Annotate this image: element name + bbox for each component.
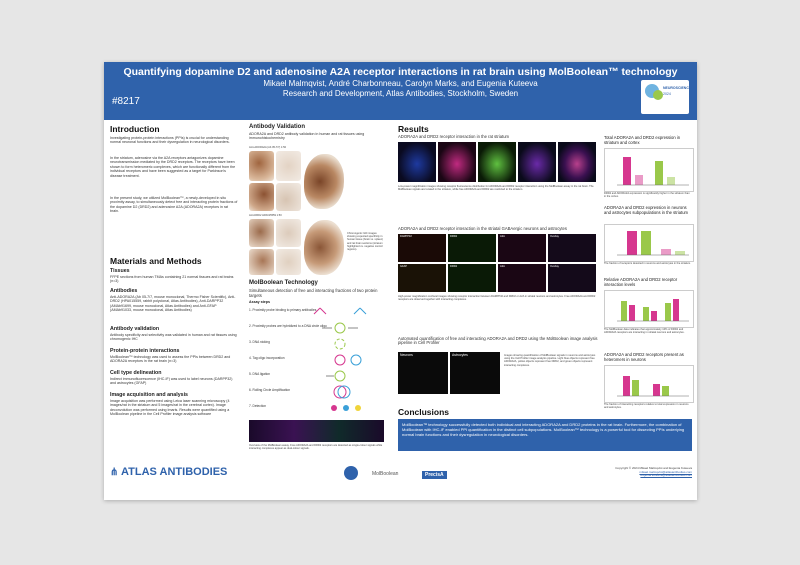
results-caption: Images showing quantification of MolBool… <box>504 354 596 367</box>
validation-caption: Chromogenic IHC images showing expected … <box>347 232 384 252</box>
chart-heading: Total ADORA2A and DRD2 expression in str… <box>604 135 681 145</box>
results-heading: Results <box>398 124 429 134</box>
quantification-panel-astrocytes: Astrocytes <box>450 352 500 394</box>
assay-step: 7. Detection <box>249 404 267 408</box>
intro-paragraph: In the striatum, adenosine via the A2A r… <box>110 156 236 178</box>
email-link[interactable]: eugenia.kuteeva@atlasantibodies.com <box>640 473 692 478</box>
methods-text: FFPE sections from human TMAs containing… <box>110 275 234 284</box>
molboolean-logo: MolBoolean <box>372 471 399 477</box>
methods-heading: Materials and Methods <box>110 256 202 266</box>
results-subheading: ADORA2A and DRD2 receptor interaction in… <box>398 134 510 139</box>
methods-subheading: Image acquisition and analysis <box>110 392 189 398</box>
assay-step: 5. DNA ligation <box>249 372 271 376</box>
methods-text: Antibody specificity and selectivity was… <box>110 333 237 342</box>
fluorescence-panel-dapi: DAPI <box>398 142 436 182</box>
logo-glyph-icon: ⋔ <box>110 467 119 478</box>
partner-logo-circle-icon <box>344 466 358 480</box>
title-banner: Quantifying dopamine D2 and adenosine A2… <box>104 62 697 120</box>
poster-number: #8217 <box>112 96 140 107</box>
confocal-panel: A2A <box>498 264 546 292</box>
assay-step: 6. Rolling Circle Amplification <box>249 388 291 392</box>
chart-heteromers <box>604 365 694 403</box>
assay-step: 2. Proximity probes are hybridized to a … <box>249 324 327 328</box>
conference-logo-circle-icon <box>653 90 663 100</box>
chart-caption: The MolBoolean data indicates that appro… <box>604 328 685 335</box>
methods-text: MolBoolean™ technology was used to asses… <box>110 355 231 364</box>
intro-paragraph: Investigating protein-protein interactio… <box>110 136 230 145</box>
assay-step: 3. DNA nicking <box>249 340 270 344</box>
ihc-tissue-image <box>276 151 301 181</box>
chart-heading: ADORA2A and DRD2 expression in neurons a… <box>604 205 689 215</box>
affiliation: Research and Development, Atlas Antibodi… <box>282 89 519 98</box>
poster: Quantifying dopamine D2 and adenosine A2… <box>104 62 697 500</box>
chart-caption: The fraction of interacting receptors re… <box>604 403 689 410</box>
ihc-tissue-image <box>276 183 301 211</box>
author-list: Mikael Malmqvist, André Charbonneau, Car… <box>263 79 538 88</box>
methods-subheading: Protein-protein interactions <box>110 348 180 354</box>
poster-title: Quantifying dopamine D2 and adenosine A2… <box>123 66 678 78</box>
confocal-panel: DRD2 <box>448 264 496 292</box>
conclusions-box: MolBoolean™ technology successfully dete… <box>398 419 692 451</box>
confocal-panel: Overlay <box>548 234 596 262</box>
methods-text: Anti-ADORA2A (Ab 05-7/7, mouse monoclona… <box>110 295 236 313</box>
molboolean-fluorescence-strip <box>249 420 384 442</box>
molboolean-heading: MolBoolean Technology <box>249 280 318 286</box>
methods-text: Indirect immunofluorescence (IHC-IF) was… <box>110 377 233 386</box>
molboolean-assay-schematic <box>313 307 367 411</box>
confocal-panel: A2A <box>498 234 546 262</box>
methods-subheading: Antibody validation <box>110 326 160 332</box>
fluorescence-panel-adora2a: ADORA2A <box>438 142 476 182</box>
assay-step: 4. Tag oligo incorporation <box>249 356 285 360</box>
intro-paragraph: In the present study, we utilized MolBoo… <box>110 196 238 214</box>
chart-heading: Relative ADORA2A and DRD2 receptor inter… <box>604 277 678 287</box>
confocal-panel: Overlay <box>548 264 596 292</box>
precisa-logo: PrecisA <box>422 471 447 479</box>
validation-subheading: ADORA2A and DRD2 antibody validation in … <box>249 132 365 141</box>
chart-caption: DRD2 and ADORA2A expression is significa… <box>604 192 690 199</box>
methods-text: Image acquisition was performed using Le… <box>110 399 230 417</box>
methods-subheading: Tissues <box>110 268 130 274</box>
ihc-tissue-image <box>276 249 301 275</box>
conclusions-text: MolBoolean™ technology successfully dete… <box>402 422 685 437</box>
conference-logo: NEUROSCIENCE 2024 <box>641 80 691 114</box>
introduction-heading: Introduction <box>110 124 160 134</box>
results-subheading: ADORA2A and DRD2 receptor interaction in… <box>398 226 567 231</box>
chart-subpopulations <box>604 224 694 262</box>
molboolean-subheading: Simultaneous detection of free and inter… <box>249 288 378 298</box>
results-subheading: Automated quantification of free and int… <box>398 336 598 346</box>
rat-brain-ihc-image <box>304 220 344 275</box>
confocal-panel: DARPP32 <box>398 234 446 262</box>
ihc-tissue-image <box>249 219 274 247</box>
molboolean-caption: Overview of the MolBoolean assay. Free A… <box>249 444 383 451</box>
chart-heading: ADORA2A and DRD2 receptors present as he… <box>604 352 684 362</box>
ihc-tissue-image <box>249 183 274 211</box>
ihc-tissue-image <box>249 249 274 275</box>
assay-steps-heading: Assay steps <box>249 300 270 304</box>
results-caption: High-power magnification confocal images… <box>398 295 596 302</box>
confocal-panel: GFAP <box>398 264 446 292</box>
atlas-antibodies-logo: ⋔ ATLAS ANTIBODIES <box>110 466 228 478</box>
conclusions-heading: Conclusions <box>398 407 450 417</box>
validation-heading: Antibody Validation <box>249 124 306 130</box>
methods-subheading: Cell type delineation <box>110 370 162 376</box>
ihc-tissue-image <box>276 219 301 247</box>
assay-step: 1. Proximity probe binding to primary an… <box>249 308 317 312</box>
chart-total-expression <box>604 148 694 192</box>
fluorescence-panel-drd2: DRD2 <box>478 142 516 182</box>
results-caption: Low-power magnification images showing r… <box>398 185 594 192</box>
fluorescence-panel-overlay: Overlay <box>558 142 596 182</box>
fluorescence-panel-merge: Merge <box>518 142 556 182</box>
ihc-label: Anti-DRD2 HPA015559 1:50 <box>249 214 282 217</box>
quantification-panel-neurons: Neurons <box>398 352 448 394</box>
copyright-block: Copyright © 2024 Mikael Malmqvist and Eu… <box>596 466 692 478</box>
rat-brain-ihc-image <box>304 154 344 209</box>
copyright-text: Copyright © 2024 Mikael Malmqvist and Eu… <box>615 466 692 470</box>
ihc-tissue-image <box>249 151 274 181</box>
chart-caption: The fraction of receptors detected in ne… <box>604 262 691 265</box>
confocal-panel: DRD2 <box>448 234 496 262</box>
email-link[interactable]: mikael.malmqvist@atlasantibodies.com <box>639 469 692 474</box>
chart-interaction-levels <box>604 290 694 328</box>
ihc-label: Anti-ADORA2A (Ab 05-7/7) 1:50 <box>249 146 287 149</box>
methods-subheading: Antibodies <box>110 288 138 294</box>
